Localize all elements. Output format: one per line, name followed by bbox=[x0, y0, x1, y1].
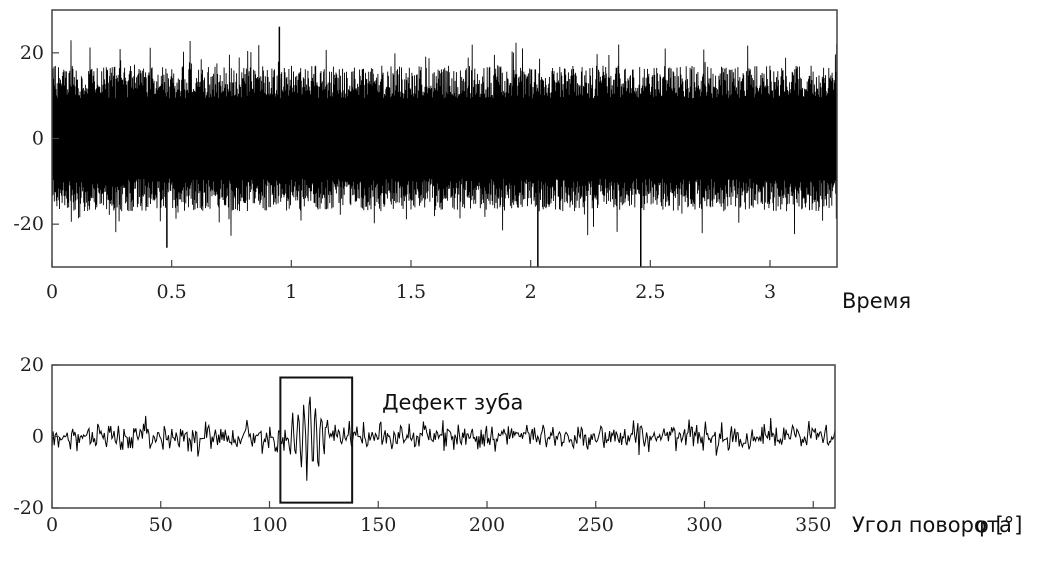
time-x-tick-label: 3 bbox=[764, 281, 776, 303]
time-x-tick-label: 0.5 bbox=[157, 281, 187, 303]
angle-axis-symbol: φ [°] bbox=[975, 513, 1022, 537]
time-domain-chart: 0 0.5 1 1.5 2 2.5 3 20 0 -20 Время bbox=[13, 9, 911, 313]
time-y-tick-label: 20 bbox=[20, 42, 44, 64]
angle-domain-chart: Дефект зуба 0 50 100 150 200 250 300 350 200-20… bbox=[13, 354, 1022, 537]
angle-x-tick-label: 100 bbox=[251, 514, 287, 536]
angle-x-tick-label: 50 bbox=[149, 514, 173, 536]
time-x-tick-label: 2 bbox=[525, 281, 537, 303]
time-x-tick-label: 1.5 bbox=[396, 281, 426, 303]
time-signal-line bbox=[51, 26, 838, 267]
time-signal-path bbox=[51, 40, 838, 236]
angle-x-tick-label: 350 bbox=[795, 514, 831, 536]
time-y-tick-label: 0 bbox=[32, 128, 44, 150]
angle-signal-line bbox=[51, 396, 836, 481]
time-x-tick-label: 2.5 bbox=[635, 281, 665, 303]
angle-x-tick-label: 300 bbox=[686, 514, 722, 536]
time-x-tick-label: 1 bbox=[285, 281, 297, 303]
angle-axis-label: Угол поворота bbox=[852, 513, 1012, 537]
angle-x-tick-label: 200 bbox=[469, 514, 505, 536]
defect-annotation: Дефект зуба bbox=[382, 391, 523, 415]
angle-y-tick-label: 0 bbox=[32, 426, 44, 448]
angle-signal-path bbox=[51, 396, 836, 481]
time-axis-label: Время bbox=[842, 289, 911, 313]
angle-x-tick-label: 150 bbox=[360, 514, 396, 536]
angle-y-tick-label: -20 bbox=[13, 497, 44, 519]
angle-x-tick-label: 250 bbox=[578, 514, 614, 536]
time-y-tick-label: -20 bbox=[13, 213, 44, 235]
time-x-tick-label: 0 bbox=[46, 281, 58, 303]
angle-y-tick-label: 20 bbox=[20, 354, 44, 376]
angle-x-tick-label: 0 bbox=[46, 514, 58, 536]
defect-highlight-box bbox=[279, 376, 354, 504]
